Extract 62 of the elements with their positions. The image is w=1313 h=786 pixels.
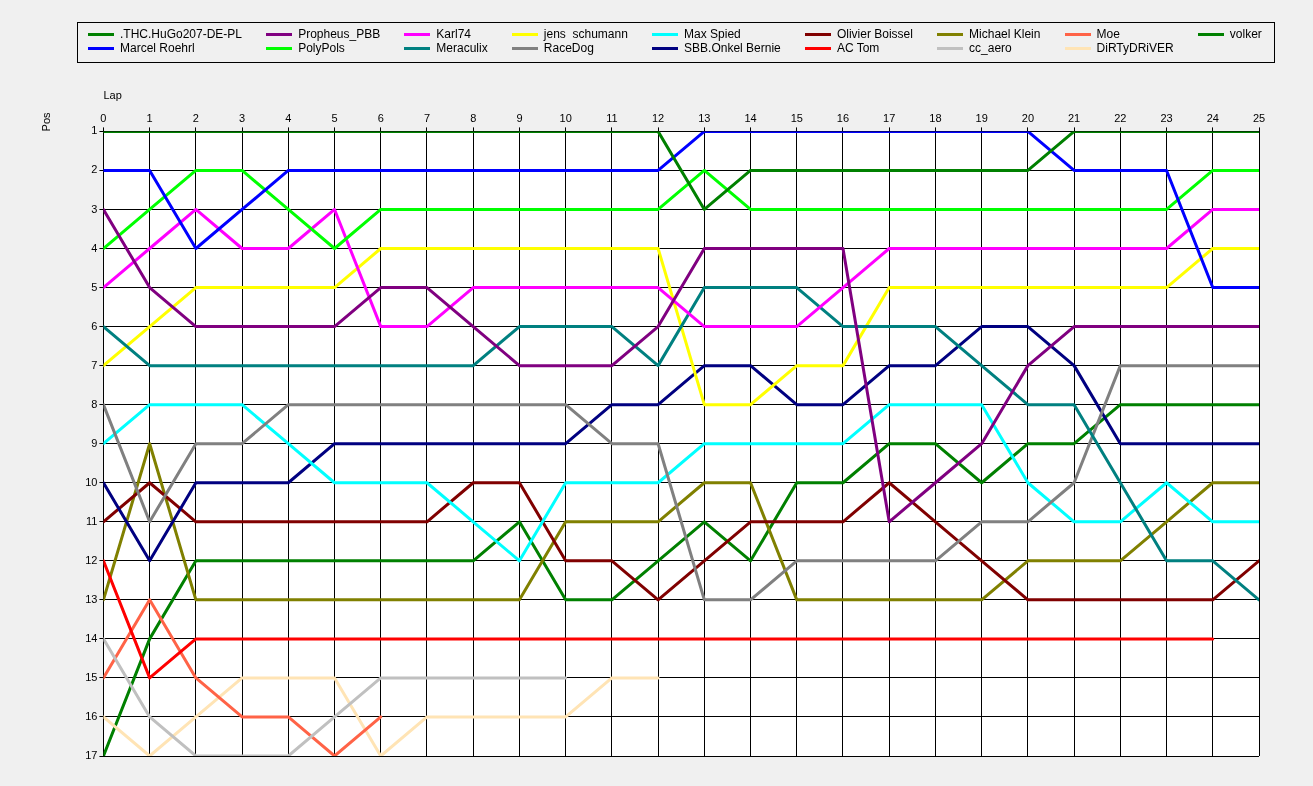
x-tick-label: 10 [559,111,572,124]
legend-label: DiRTyDRiVER [1096,41,1174,55]
legend-label: volker [1229,27,1262,41]
legend-label: RaceDog [543,41,594,55]
legend-label: Olivier Boissel [836,27,913,41]
y-tick-label: 15 [85,670,98,683]
y-tick-label: 4 [91,241,98,254]
x-tick-label: 3 [239,111,246,124]
y-tick-label: 14 [85,631,98,644]
legend-label: Propheus_PBB [298,27,381,41]
x-tick-label: 14 [744,111,757,124]
y-tick-label: 1 [91,124,98,137]
legend-label: AC Tom [836,41,880,55]
legend-label: .THC.HuGo207-DE-PL [120,27,243,41]
y-tick-label: 17 [85,749,98,762]
x-tick-label: 1 [146,111,153,124]
y-tick-label: 5 [91,280,98,293]
x-tick-label: 0 [100,111,107,124]
y-axis-title: Pos [39,111,52,132]
y-tick-label: 2 [91,163,98,176]
legend-label: Michael Klein [969,27,1041,41]
legend-label: jens schumann [543,27,628,41]
x-tick-label: 20 [1021,111,1035,124]
x-tick-label: 12 [651,111,665,124]
x-tick-label: 17 [883,111,896,124]
x-tick-label: 7 [423,111,431,124]
x-tick-label: 19 [975,111,988,124]
x-tick-label: 5 [331,111,338,124]
x-tick-label: 15 [790,111,803,124]
y-tick-label: 8 [91,397,98,410]
x-tick-label: 13 [698,111,711,124]
y-tick-label: 12 [85,553,98,566]
x-tick-label: 24 [1206,111,1219,124]
x-tick-label: 18 [929,111,942,124]
x-axis-title: Lap [103,88,122,101]
legend-label: Marcel Roehrl [120,41,195,55]
y-tick-label: 3 [91,202,98,215]
legend-label: Meraculix [436,41,488,55]
x-tick-label: 25 [1252,111,1266,124]
x-tick-label: 22 [1114,111,1127,124]
x-tick-label: 16 [836,111,850,124]
y-tick-label: 6 [91,319,98,332]
y-tick-label: 10 [85,475,98,488]
legend-label: Moe [1096,27,1120,41]
y-tick-label: 9 [91,436,98,449]
x-tick-label: 4 [285,111,292,124]
x-tick-label: 11 [606,111,618,124]
x-tick-label: 2 [192,111,199,124]
legend-label: Karl74 [436,27,472,41]
x-tick-label: 9 [516,111,523,124]
legend-label: Max Spied [684,27,741,41]
y-tick-label: 16 [85,709,98,722]
x-tick-label: 21 [1067,111,1081,124]
x-tick-label: 23 [1160,111,1173,124]
y-tick-label: 7 [91,358,98,371]
legend-label: SBB.Onkel Bernie [684,41,781,55]
y-tick-label: 11 [86,514,98,527]
legend-label: cc_aero [969,41,1012,55]
y-tick-label: 13 [85,592,98,605]
x-tick-label: 8 [470,111,477,124]
legend-label: PolyPols [298,41,345,55]
x-tick-label: 6 [377,111,384,124]
